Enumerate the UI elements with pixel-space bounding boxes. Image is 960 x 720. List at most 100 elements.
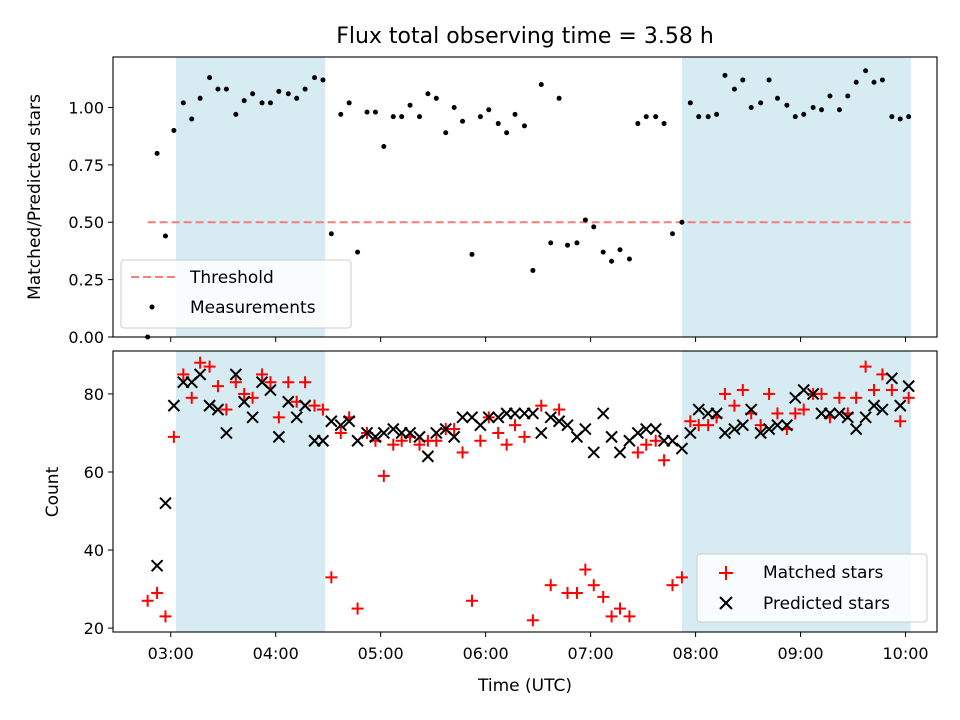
legend-predicted-label: Predicted stars bbox=[763, 594, 890, 614]
measurement-point bbox=[845, 93, 851, 99]
ratio-y-axis-label: Matched/Predicted stars bbox=[25, 94, 45, 300]
legend-predicted-swatch bbox=[719, 596, 733, 610]
ratio-shaded-regions bbox=[175, 57, 911, 337]
predicted-star-point bbox=[613, 446, 627, 459]
count-y-tick-label: 80 bbox=[84, 385, 104, 404]
measurement-point bbox=[792, 114, 798, 120]
measurement-point bbox=[722, 72, 728, 78]
predicted-star-point bbox=[369, 430, 382, 444]
measurement-point bbox=[180, 100, 186, 106]
measurement-point bbox=[521, 123, 527, 129]
matched-star-point bbox=[316, 403, 329, 416]
matched-star-point bbox=[718, 387, 731, 400]
matched-star-point bbox=[833, 391, 846, 404]
matched-star-point bbox=[448, 423, 461, 436]
predicted-star-point bbox=[841, 411, 854, 424]
predicted-star-point bbox=[203, 399, 216, 412]
matched-star-point bbox=[797, 403, 810, 416]
measurement-point bbox=[626, 256, 632, 262]
measurement-point bbox=[512, 111, 518, 117]
predicted-star-point bbox=[605, 430, 618, 444]
matched-star-point bbox=[509, 419, 522, 432]
measurement-point bbox=[565, 242, 571, 248]
predicted-star-point bbox=[246, 411, 259, 424]
measurement-point bbox=[538, 82, 544, 88]
measurement-point bbox=[372, 109, 378, 115]
matched-star-point bbox=[492, 426, 505, 439]
measurement-point bbox=[635, 121, 641, 127]
matched-star-point bbox=[264, 376, 277, 389]
measurement-point bbox=[661, 121, 667, 127]
measurement-point bbox=[154, 150, 160, 156]
predicted-star-point bbox=[264, 383, 277, 397]
measurement-point bbox=[433, 95, 439, 101]
matched-star-point bbox=[456, 446, 469, 459]
matched-star-point bbox=[387, 438, 400, 451]
measurement-point bbox=[696, 114, 702, 120]
ratio-legend: Threshold Measurements bbox=[120, 259, 352, 329]
measurement-point bbox=[740, 77, 746, 83]
measurement-point bbox=[853, 79, 859, 85]
measurement-point bbox=[731, 86, 737, 92]
predicted-star-point bbox=[220, 426, 233, 440]
measurement-point bbox=[197, 95, 203, 101]
count-legend-box bbox=[696, 553, 928, 623]
matched-star-point bbox=[282, 376, 295, 389]
measurement-point bbox=[687, 100, 693, 106]
measurement-point bbox=[556, 95, 562, 101]
measurement-point bbox=[443, 130, 449, 136]
measurement-point bbox=[863, 68, 869, 74]
legend-matched-label: Matched stars bbox=[763, 563, 883, 583]
count-data-layer bbox=[141, 356, 915, 627]
matched-star-point bbox=[736, 384, 749, 397]
matched-star-point bbox=[640, 438, 653, 451]
predicted-star-point bbox=[876, 403, 889, 416]
predicted-star-point bbox=[403, 426, 417, 440]
measurement-point bbox=[784, 102, 790, 108]
measurement-point bbox=[417, 114, 423, 120]
measurement-point bbox=[836, 107, 842, 113]
ratio-x-ticks bbox=[170, 337, 907, 342]
predicted-star-point bbox=[193, 368, 207, 381]
matched-star-point bbox=[815, 387, 828, 400]
measurement-point bbox=[548, 240, 554, 246]
matched-star-point bbox=[902, 391, 915, 404]
count-y-ticks: 20 40 60 80 bbox=[84, 385, 113, 638]
measurement-point bbox=[582, 217, 588, 223]
ratio-y-tick-label: 0.50 bbox=[68, 213, 104, 232]
predicted-star-point bbox=[649, 422, 662, 436]
measurement-point bbox=[355, 249, 361, 255]
measurement-point bbox=[294, 95, 300, 101]
ratio-y-tick-label: 0.75 bbox=[68, 156, 104, 175]
predicted-star-point bbox=[754, 426, 767, 440]
predicted-star-point bbox=[544, 411, 557, 424]
measurement-point bbox=[312, 75, 318, 81]
predicted-star-point bbox=[325, 415, 338, 428]
matched-star-point bbox=[141, 594, 154, 607]
measurement-point bbox=[871, 79, 877, 85]
matched-star-point bbox=[334, 426, 347, 439]
matched-star-point bbox=[351, 602, 364, 615]
measurement-point bbox=[285, 91, 291, 97]
measurement-point bbox=[241, 98, 247, 104]
matched-star-point bbox=[649, 434, 662, 447]
matched-star-point bbox=[177, 368, 190, 381]
predicted-star-point bbox=[447, 430, 461, 444]
predicted-star-point bbox=[859, 411, 872, 424]
measurement-point bbox=[766, 77, 772, 83]
count-x-tick-label: 07:00 bbox=[568, 644, 614, 663]
measurement-point bbox=[504, 130, 510, 136]
count-y-tick-label: 60 bbox=[84, 463, 104, 482]
predicted-star-point bbox=[867, 399, 881, 412]
matched-star-point bbox=[229, 376, 242, 389]
measurement-point bbox=[259, 100, 265, 106]
count-legend: Matched stars Predicted stars bbox=[696, 553, 928, 623]
measurement-point bbox=[302, 86, 308, 92]
ratio-data-layer bbox=[145, 68, 912, 340]
predicted-star-point bbox=[833, 407, 846, 420]
matched-star-point bbox=[413, 438, 426, 451]
measurement-point bbox=[906, 114, 912, 120]
predicted-star-point bbox=[596, 407, 610, 420]
x-axis-label: Time (UTC) bbox=[477, 676, 572, 696]
